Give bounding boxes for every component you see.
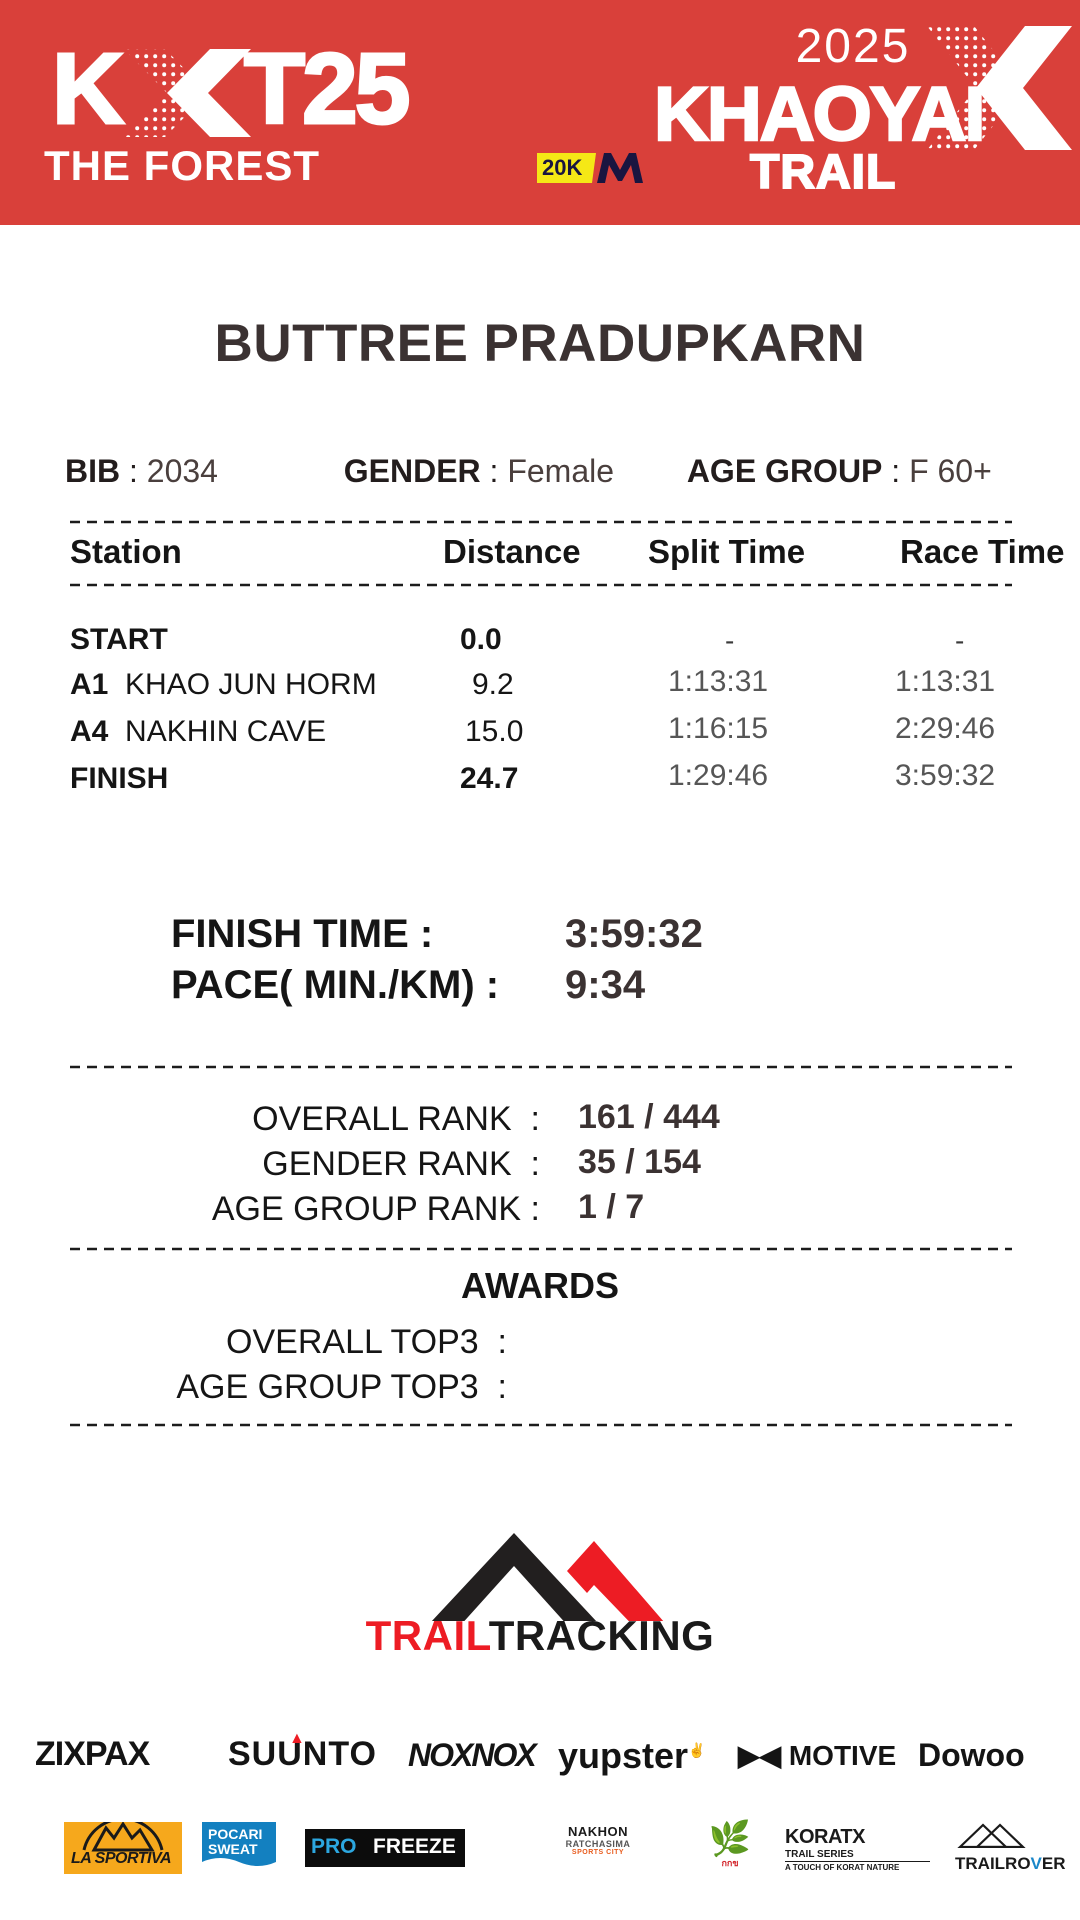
svg-text:2025: 2025 (796, 20, 911, 73)
svg-text:20K: 20K (542, 155, 582, 180)
svg-text:K: K (52, 45, 124, 141)
svg-text:T25: T25 (244, 45, 408, 141)
svg-text:TRAIL: TRAIL (750, 146, 896, 199)
